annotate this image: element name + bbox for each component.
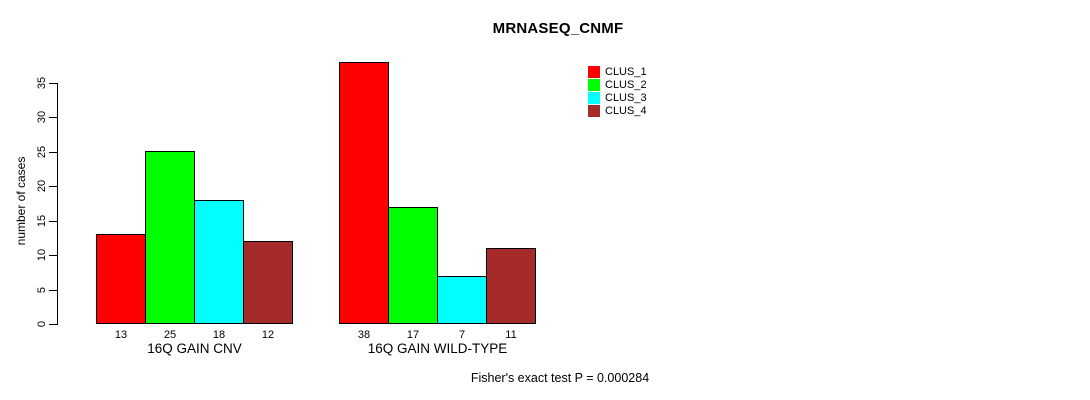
y-axis-tick-label: 35 [36,76,48,89]
bar-value-label: 17 [406,329,420,341]
legend-item-clus_1: CLUS_1 [588,65,647,78]
y-axis-tick-label: 10 [36,248,48,262]
bar-clus_4-2 [486,248,536,324]
bar-clus_4-1 [243,241,293,324]
y-axis-tick [49,220,57,222]
bar-clus_3-2 [437,276,487,324]
y-axis-tick [49,289,57,291]
legend-swatch-clus_3 [588,91,600,104]
y-axis-tick [49,186,57,187]
y-axis-line [57,82,58,325]
y-axis-tick [49,151,57,153]
bar-value-label: 13 [114,329,128,341]
y-axis-tick-label: 25 [36,145,48,158]
legend-swatch-clus_2 [588,78,600,91]
y-axis-tick [49,255,57,256]
bar-value-label: 18 [212,329,226,341]
annotation-text: Fisher's exact test P = 0.000284 [470,371,650,385]
y-axis-tick [49,324,57,325]
y-axis-tick-label: 0 [36,320,48,328]
y-axis-tick [49,82,57,84]
legend-label: CLUS_4 [605,104,647,117]
bar-value-label: 7 [458,329,466,341]
legend-swatch-clus_1 [588,65,600,78]
legend-item-clus_3: CLUS_3 [588,91,647,104]
bar-clus_1-1 [96,234,146,324]
legend-swatch-clus_4 [588,104,600,117]
y-axis-tick-label: 5 [36,286,48,293]
legend-label: CLUS_3 [605,91,647,104]
bar-clus_2-1 [145,151,195,324]
bar-value-label: 25 [163,329,177,341]
y-axis-tick-label: 30 [36,110,48,124]
bar-value-label: 12 [261,329,275,341]
legend-label: CLUS_1 [605,65,647,78]
y-axis-tick-label: 15 [36,214,48,227]
bar-clus_1-2 [339,62,389,324]
legend-item-clus_4: CLUS_4 [588,104,647,117]
bar-clus_3-1 [194,200,244,324]
x-axis-group-label: 16Q GAIN CNV [147,341,242,356]
legend-label: CLUS_2 [605,78,647,91]
x-axis-group-label: 16Q GAIN WILD-TYPE [367,341,508,356]
bar-clus_2-2 [388,207,438,324]
bar-value-label: 11 [505,329,517,341]
chart-title: MRNASEQ_CNMF [492,20,624,37]
legend-item-clus_2: CLUS_2 [588,78,647,91]
y-axis-label: number of cases [14,156,28,246]
bar-value-label: 38 [357,329,371,341]
y-axis-tick-label: 20 [36,179,48,193]
legend: CLUS_1 CLUS_2 CLUS_3 CLUS_4 [588,65,647,117]
y-axis-tick [49,117,57,118]
